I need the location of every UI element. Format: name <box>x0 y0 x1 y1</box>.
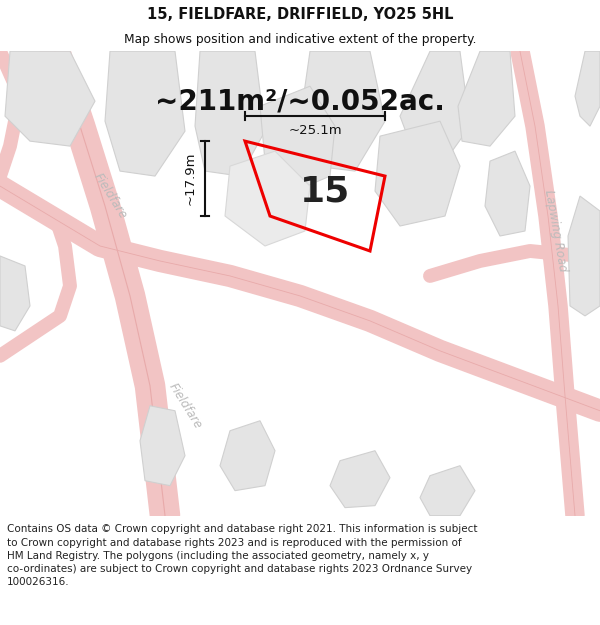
Text: Fieldfare: Fieldfare <box>91 171 129 221</box>
Polygon shape <box>375 121 460 226</box>
Polygon shape <box>400 51 470 161</box>
Text: ~25.1m: ~25.1m <box>288 124 342 137</box>
Polygon shape <box>105 51 185 176</box>
Text: Contains OS data © Crown copyright and database right 2021. This information is : Contains OS data © Crown copyright and d… <box>7 524 478 587</box>
Text: Map shows position and indicative extent of the property.: Map shows position and indicative extent… <box>124 34 476 46</box>
Polygon shape <box>568 196 600 316</box>
Polygon shape <box>0 256 30 331</box>
Text: Fieldfare: Fieldfare <box>166 381 204 431</box>
Polygon shape <box>485 151 530 236</box>
Polygon shape <box>420 466 475 516</box>
Text: 15: 15 <box>301 174 350 208</box>
Polygon shape <box>225 151 310 246</box>
Polygon shape <box>195 51 265 176</box>
Polygon shape <box>575 51 600 126</box>
Text: ~17.9m: ~17.9m <box>184 152 197 206</box>
Text: ~211m²/~0.052ac.: ~211m²/~0.052ac. <box>155 87 445 115</box>
Text: 15, FIELDFARE, DRIFFIELD, YO25 5HL: 15, FIELDFARE, DRIFFIELD, YO25 5HL <box>147 7 453 22</box>
Polygon shape <box>5 51 95 146</box>
Polygon shape <box>330 451 390 508</box>
Text: Lapwing Road: Lapwing Road <box>542 189 569 273</box>
Polygon shape <box>140 406 185 486</box>
Polygon shape <box>260 86 335 191</box>
Polygon shape <box>220 421 275 491</box>
Polygon shape <box>300 51 385 171</box>
Polygon shape <box>458 51 515 146</box>
